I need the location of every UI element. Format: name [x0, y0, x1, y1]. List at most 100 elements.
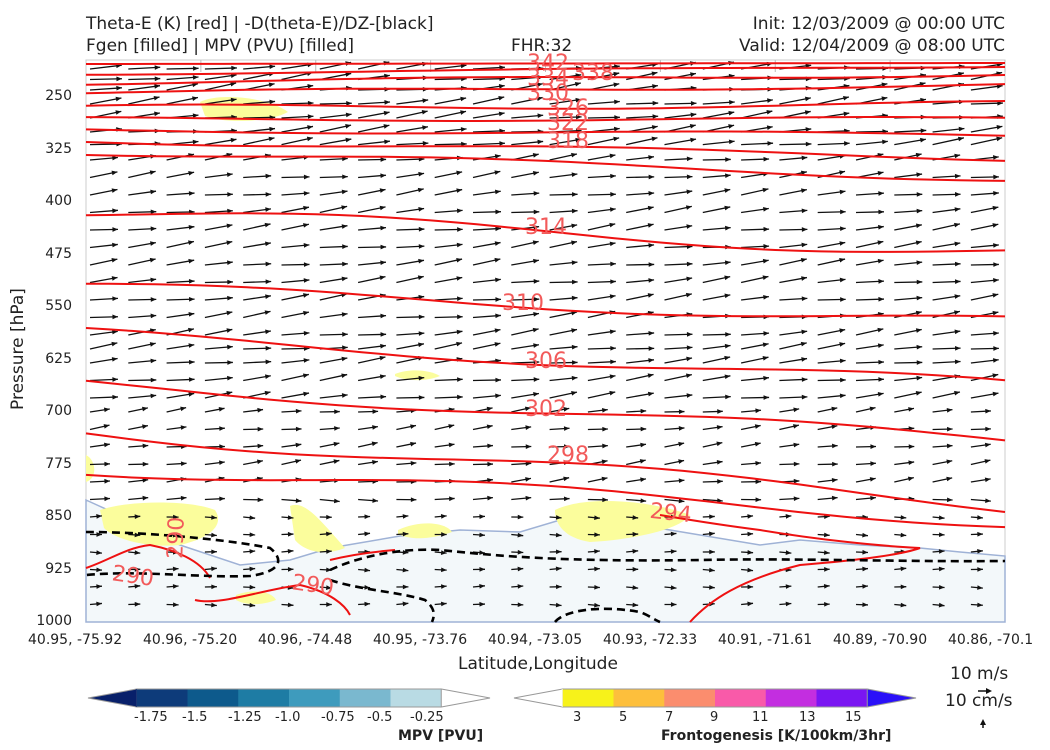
theta-e-contour-label: 290: [110, 561, 155, 592]
wind-arrow-head: [96, 550, 102, 555]
wind-arrow-head: [533, 343, 539, 348]
wind-arrow-head: [647, 223, 654, 228]
wind-arrow-head: [689, 124, 696, 129]
wind-arrow-head: [648, 358, 655, 363]
fgen-tick-label: 13: [799, 710, 816, 725]
wind-arrow-head: [900, 515, 907, 520]
wind-arrow-head: [907, 476, 914, 482]
wind-arrow-head: [954, 345, 961, 351]
theta-e-contour-label: 318: [547, 129, 589, 154]
wind-arrow-head: [495, 377, 501, 383]
wind-arrow-head: [306, 136, 313, 142]
wind-arrow-head: [916, 279, 923, 285]
wind-arrow-head: [984, 442, 991, 448]
wind-arrow-head: [479, 514, 485, 519]
wind-arrow-head: [670, 602, 677, 607]
wind-arrow-head: [840, 297, 846, 302]
wind-arrow-head: [422, 125, 428, 130]
theta-e-line: [329, 549, 396, 561]
wind-arrow-head: [801, 188, 807, 193]
wind-arrow-head: [384, 100, 391, 105]
wind-arrow-head: [648, 243, 655, 248]
wind-arrow-head: [226, 240, 233, 246]
wind-arrow-head: [632, 567, 639, 572]
wind-arrow-head: [533, 392, 539, 397]
wind-arrow-head: [716, 441, 723, 447]
wind-arrow-head: [762, 258, 769, 264]
wind-arrow-head: [303, 358, 310, 363]
wind-arrow-head: [494, 170, 501, 175]
wind-arrow-head: [111, 170, 118, 176]
wind-arrow-head: [219, 426, 225, 431]
wind-arrow-head: [517, 566, 524, 572]
wind-arrow-head: [150, 241, 156, 246]
theta-e-line: [85, 66, 1006, 76]
wind-arrow-head: [555, 515, 562, 520]
wind-arrow-head: [977, 567, 983, 572]
wind-arrow-head: [571, 223, 578, 229]
wind-arrow-head: [418, 395, 425, 400]
wind-arrow-head: [954, 153, 961, 159]
wind-arrow-head: [211, 602, 217, 608]
init-time: Init: 12/03/2009 @ 00:00 UTC: [752, 14, 1005, 34]
wind-arrow-head: [326, 549, 332, 554]
wind-arrow-head: [487, 478, 493, 483]
wind-arrow-head: [766, 109, 773, 115]
wind-arrow-head: [249, 602, 256, 608]
wind-arrow-head: [418, 244, 425, 249]
wind-arrow-head: [985, 498, 991, 503]
wind-arrow-head: [804, 110, 811, 115]
wind-arrow-head: [602, 426, 608, 432]
theta-e-contour-label: 290: [163, 516, 189, 559]
wind-arrow-head: [993, 243, 999, 248]
wind-arrow-head: [755, 497, 762, 503]
wind-arrow-head: [801, 329, 808, 335]
wind-arrow-head: [571, 208, 578, 214]
wind-arrow-head: [134, 550, 141, 555]
wind-arrow-head: [226, 223, 233, 229]
wind-arrow-head: [996, 125, 1003, 130]
wind-arrow-head: [383, 110, 390, 116]
wind-arrow-head: [938, 584, 945, 590]
fgen-colorbar-segment: [561, 689, 563, 707]
wind-arrow-head: [878, 224, 884, 230]
wind-arrow-head: [601, 407, 608, 413]
wind-arrow-head: [824, 532, 830, 538]
wind-arrow-head: [230, 137, 237, 143]
wind-arrow-head: [785, 601, 792, 607]
wind-arrow-head: [571, 391, 577, 396]
wind-arrow-head: [533, 224, 540, 230]
wind-arrow-head: [793, 407, 800, 413]
wind-arrow-head: [533, 296, 540, 302]
wind-arrow-head: [154, 65, 161, 70]
wind-arrow-head: [725, 157, 731, 162]
wind-arrow-head: [402, 567, 409, 573]
mpv-colorbar-segment: [339, 689, 391, 707]
wind-arrow-head: [686, 332, 693, 337]
wind-arrow-head: [134, 567, 141, 572]
wind-arrow-head: [326, 567, 332, 573]
horizontal-reference-arrowhead: [986, 688, 992, 694]
wind-arrow-head: [264, 390, 271, 396]
wind-arrow-head: [150, 189, 157, 195]
theta-e-line: [85, 212, 1006, 253]
wind-arrow-head: [460, 63, 467, 69]
wind-arrow-head: [421, 109, 428, 115]
wind-arrow-head: [517, 584, 524, 589]
wind-arrow-head: [831, 477, 838, 483]
wind-arrow-head: [939, 532, 945, 538]
wind-arrow-head: [640, 498, 647, 503]
wind-arrow-head: [172, 584, 179, 589]
wind-arrow-head: [487, 461, 493, 467]
x-tick-label: 40.86, -70.1: [948, 632, 1034, 648]
wind-arrow-head: [610, 261, 616, 267]
wind-arrow-head: [881, 96, 888, 101]
wind-arrow-head: [380, 157, 387, 162]
wind-arrow-head: [532, 240, 539, 245]
wind-arrow-head: [716, 460, 723, 465]
wind-arrow-head: [265, 207, 271, 212]
wind-arrow-head: [843, 111, 850, 117]
wind-arrow-head: [594, 515, 600, 520]
wind-arrow-head: [609, 153, 616, 159]
